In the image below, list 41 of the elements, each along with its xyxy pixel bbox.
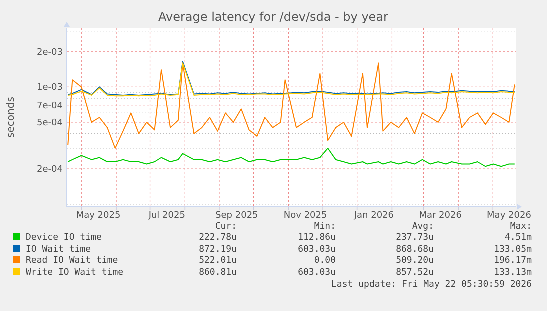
chart-title: Average latency for /dev/sda - by year (158, 10, 389, 24)
text: 872.19u (199, 245, 237, 255)
legend-label: Read IO Wait time (26, 256, 118, 266)
text: 237.73u (396, 233, 434, 243)
text: Last update: Fri May 22 05:30:59 2026 (332, 280, 532, 290)
y-tick-label: 1e-03 (37, 83, 63, 94)
text: Max: (510, 222, 532, 232)
legend-label: Write IO Wait time (26, 268, 124, 278)
x-tick-label: Sep 2025 (216, 211, 258, 221)
x-tick-label: Mar 2026 (419, 211, 462, 221)
text: 860.81u (199, 268, 237, 278)
text: 112.86u (298, 233, 336, 243)
text: 603.03u (298, 268, 336, 278)
y-tick-label: 2e-04 (37, 165, 64, 176)
text: 868.68u (396, 245, 434, 255)
y-tick-label: 7e-04 (37, 101, 64, 112)
text: 222.78u (199, 233, 237, 243)
text: Cur: (215, 222, 237, 232)
text: 509.20u (396, 256, 434, 266)
y-tick-label: 5e-04 (37, 118, 64, 128)
line-series (68, 148, 516, 168)
legend-label: Device IO time (26, 233, 102, 243)
text: 522.01u (199, 256, 237, 266)
text: Min: (314, 222, 336, 232)
legend-label: IO Wait time (26, 245, 92, 255)
text: 133.13m (494, 268, 532, 278)
x-tick-label: May 2026 (487, 211, 532, 221)
x-tick-label: Jan 2026 (353, 211, 394, 221)
text: 196.17m (494, 256, 532, 266)
text: 857.52u (396, 268, 434, 278)
text: 133.05m (494, 245, 532, 255)
x-tick-label: May 2025 (76, 211, 121, 221)
text: 0.00 (314, 256, 336, 266)
text: 4.51m (504, 233, 532, 243)
x-tick-label: Jul 2025 (148, 211, 186, 221)
y-axis-title: seconds (6, 97, 17, 138)
x-tick-label: Nov 2025 (284, 211, 328, 221)
text: 603.03u (298, 245, 336, 255)
y-tick-label: 2e-03 (37, 48, 63, 58)
line-series (68, 62, 516, 149)
text: Avg: (412, 222, 434, 232)
